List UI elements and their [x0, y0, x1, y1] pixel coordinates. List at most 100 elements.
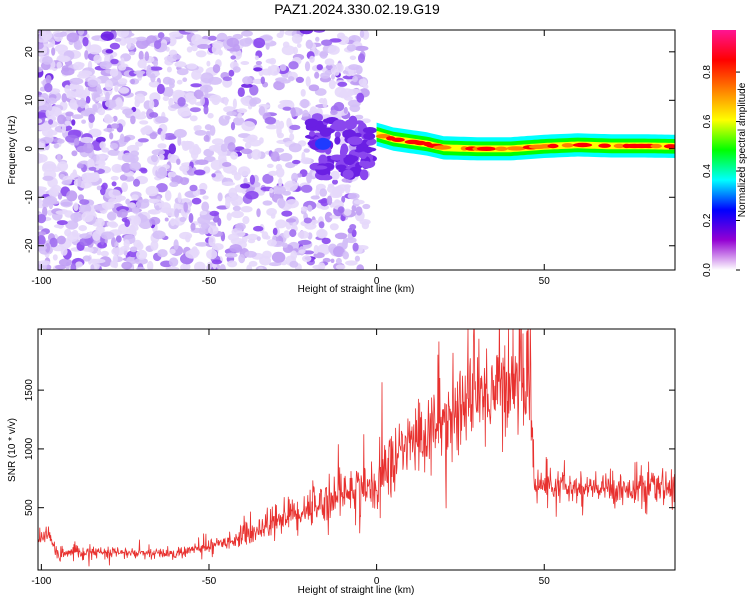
heatmap-noise-blob — [100, 31, 114, 41]
heatmap-noise-blob — [166, 66, 172, 73]
heatmap-noise-blob — [118, 87, 130, 94]
heatmap-noise-blob — [327, 45, 340, 55]
heatmap-noise-blob — [209, 94, 222, 103]
heatmap-ridge-peak — [547, 143, 559, 149]
heatmap-noise-blob — [239, 38, 252, 47]
heatmap-noise-blob — [108, 189, 121, 199]
heatmap-noise-blob — [279, 120, 285, 129]
heatmap-noise-blob — [130, 78, 136, 85]
heatmap-noise-blob — [292, 159, 301, 165]
heatmap-noise-blob — [145, 185, 159, 197]
heatmap-noise-blob — [341, 239, 348, 250]
heatmap-noise-blob — [121, 182, 128, 193]
heatmap-noise-blob — [203, 134, 210, 142]
heatmap-noise-field — [38, 30, 377, 270]
heatmap-noise-blob — [197, 215, 211, 225]
heatmap-noise-blob — [317, 262, 326, 270]
heatmap-noise-blob — [330, 170, 340, 181]
heatmap-noise-blob — [202, 195, 209, 200]
heatmap-noise-blob — [322, 257, 331, 263]
heatmap-noise-blob — [155, 205, 160, 210]
heatmap-noise-blob — [169, 181, 179, 187]
heatmap-noise-blob — [152, 230, 166, 240]
heatmap-noise-blob — [264, 116, 276, 125]
heatmap-noise-blob — [303, 148, 310, 153]
heatmap-noise-blob — [266, 208, 277, 216]
heatmap-noise-blob — [124, 219, 130, 227]
heatmap-noise-blob — [359, 151, 368, 160]
heatmap-noise-blob — [82, 142, 94, 154]
heatmap-noise-blob — [142, 198, 149, 203]
heatmap-noise-blob — [157, 143, 167, 149]
heatmap-noise-blob — [209, 210, 220, 217]
heatmap-noise-blob — [57, 114, 66, 125]
heatmap-noise-blob — [55, 210, 67, 215]
heatmap-noise-blob — [188, 213, 194, 223]
heatmap-noise-blob — [48, 119, 54, 125]
heatmap-noise-blob — [195, 159, 209, 165]
heatmap-noise-blob — [339, 146, 347, 158]
heatmap-noise-blob — [136, 266, 145, 270]
heatmap-noise-blob — [126, 144, 140, 153]
heatmap-noise-blob — [148, 99, 155, 110]
heatmap-noise-blob — [208, 35, 217, 41]
heatmap-noise-blob — [38, 235, 46, 246]
heatmap-noise-blob — [240, 61, 250, 65]
heatmap-noise-blob — [110, 123, 120, 129]
heatmap-noise-blob — [211, 259, 222, 265]
heatmap-noise-blob — [280, 79, 291, 84]
heatmap-noise-blob — [272, 185, 286, 195]
heatmap-noise-blob — [249, 98, 258, 107]
heatmap-noise-blob — [191, 69, 202, 80]
heatmap-noise-blob — [38, 112, 48, 118]
heatmap-noise-blob — [93, 54, 102, 64]
heatmap-noise-blob — [177, 136, 182, 147]
heatmap-noise-blob — [134, 257, 148, 265]
heatmap-noise-blob — [300, 206, 308, 212]
heatmap-noise-blob — [257, 191, 265, 196]
snr-y-tick-label: 500 — [24, 499, 35, 516]
heatmap-noise-blob — [227, 142, 236, 152]
heatmap-x-ticks: -100 -50 0 50 — [31, 30, 550, 287]
heatmap-noise-blob — [347, 136, 363, 145]
heatmap-noise-blob — [107, 211, 117, 221]
heatmap-x-tick-label: -50 — [202, 276, 217, 287]
heatmap-noise-blob — [347, 192, 360, 200]
heatmap-noise-blob — [318, 221, 325, 229]
heatmap-ridge-peak — [506, 146, 526, 151]
heatmap-noise-blob — [149, 132, 158, 140]
heatmap-noise-blob — [162, 95, 170, 102]
heatmap-noise-blob — [172, 54, 182, 60]
heatmap-noise-blob — [137, 138, 149, 143]
heatmap-noise-blob — [244, 250, 257, 258]
heatmap-noise-blob — [269, 57, 277, 65]
heatmap-noise-blob — [104, 79, 113, 91]
heatmap-noise-blob — [176, 79, 183, 85]
heatmap-noise-blob — [299, 30, 314, 35]
heatmap-y-tick-label: 0 — [24, 146, 35, 152]
heatmap-noise-blob — [71, 229, 79, 237]
heatmap-noise-blob — [189, 184, 198, 192]
heatmap-noise-blob — [342, 169, 354, 180]
heatmap-noise-blob — [256, 208, 261, 218]
heatmap-y-tick-label: -10 — [24, 190, 35, 205]
heatmap-noise-blob — [209, 125, 216, 136]
heatmap-noise-blob — [334, 136, 341, 145]
heatmap-noise-blob — [317, 244, 331, 255]
heatmap-noise-blob — [270, 151, 280, 162]
heatmap-noise-blob — [182, 77, 188, 82]
heatmap-noise-blob — [79, 97, 86, 109]
heatmap-noise-blob — [76, 163, 84, 169]
heatmap-y-tick-label: 10 — [24, 94, 35, 106]
snr-x-tick-label: -100 — [31, 576, 51, 587]
heatmap-noise-blob — [179, 216, 187, 223]
heatmap-noise-blob — [285, 199, 299, 209]
heatmap-noise-blob — [243, 177, 248, 185]
heatmap-noise-blob — [334, 86, 347, 98]
heatmap-noise-blob — [319, 128, 332, 137]
heatmap-noise-blob — [304, 118, 319, 128]
heatmap-noise-blob — [352, 242, 359, 252]
heatmap-noise-blob — [232, 66, 241, 73]
heatmap-noise-blob — [42, 175, 54, 181]
heatmap-noise-blob — [130, 115, 136, 125]
